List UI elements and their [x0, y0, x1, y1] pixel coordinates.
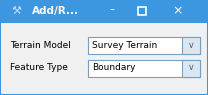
Bar — [88, 36, 200, 53]
Bar — [0, 0, 208, 22]
Bar — [182, 59, 200, 76]
Text: Add/R...: Add/R... — [32, 6, 79, 16]
Text: Terrain Model: Terrain Model — [10, 40, 71, 49]
Bar — [138, 7, 146, 15]
Text: Survey Terrain: Survey Terrain — [92, 40, 157, 49]
Text: –: – — [110, 4, 114, 14]
Text: ∨: ∨ — [188, 63, 194, 72]
Bar — [0, 22, 208, 95]
Text: Feature Type: Feature Type — [10, 63, 68, 72]
Text: ×: × — [173, 4, 183, 17]
Text: Boundary: Boundary — [92, 63, 135, 72]
Text: ∨: ∨ — [188, 40, 194, 49]
Text: ⚒: ⚒ — [11, 6, 21, 16]
Bar — [88, 59, 200, 76]
Bar — [182, 36, 200, 53]
